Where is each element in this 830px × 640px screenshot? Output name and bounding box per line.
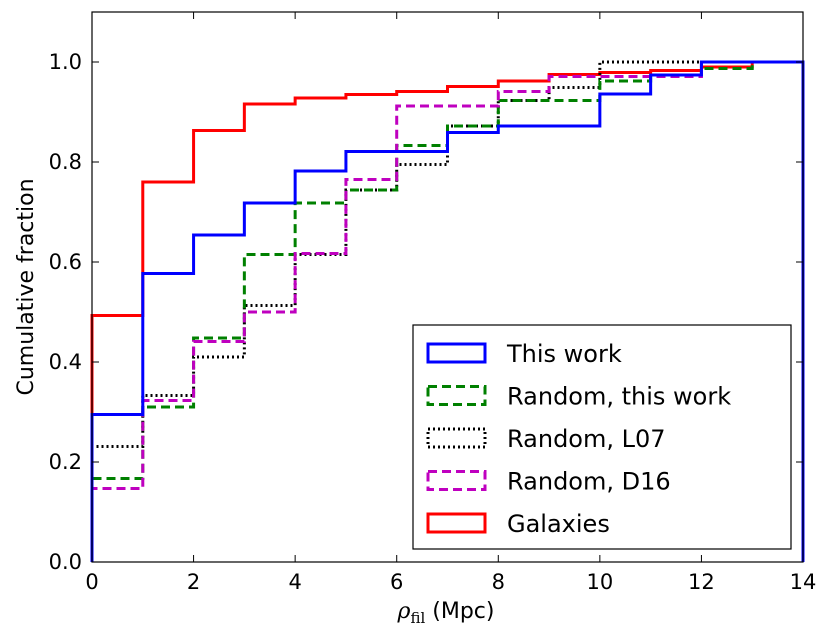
legend-swatch-random-l07 [426,427,487,449]
legend-label-random-l07: Random, L07 [507,425,666,453]
x-axis-label-symbol: ρ [397,599,411,624]
legend-label-galaxies: Galaxies [507,510,610,538]
series-layer [90,60,805,562]
x-axis-label-subscript: fil [410,609,425,627]
y-tick-label: 0.8 [49,150,82,174]
legend-label-random-this-work: Random, this work [507,383,731,411]
legend-swatch-random-this-work [426,385,487,406]
series-this-work [90,60,805,562]
y-tick-label: 0.0 [49,550,82,574]
legend-label-random-d16: Random, D16 [507,468,671,496]
x-tick-label: 0 [85,570,98,594]
x-tick-label: 10 [586,570,613,594]
x-tick-label: 2 [187,570,200,594]
y-axis-label: Cumulative fraction [14,178,39,395]
x-tick-label: 8 [492,570,505,594]
legend: This work Random, this work Random, L07 Ran… [412,324,792,550]
ticks-layer: 0 2 4 6 8 10 12 14 0.0 0.2 0.4 0.6 0.8 1.0 [49,12,817,594]
y-tick-label: 0.6 [49,250,82,274]
x-tick-label: 4 [288,570,301,594]
legend-label-this-work: This work [506,340,622,368]
y-tick-label: 1.0 [49,50,82,74]
y-tick-label: 0.4 [49,350,82,374]
x-tick-label: 12 [688,570,715,594]
legend-swatch-galaxies [426,512,487,534]
plot-frame [91,11,804,563]
x-axis-label-unit: (Mpc) [425,599,494,624]
x-axis-label: ρfil (Mpc) [397,599,495,627]
x-tick-label: 14 [790,570,817,594]
y-tick-label: 0.2 [49,450,82,474]
x-tick-label: 6 [390,570,403,594]
legend-swatch-random-d16 [426,470,487,491]
legend-swatch-this-work [426,342,487,364]
